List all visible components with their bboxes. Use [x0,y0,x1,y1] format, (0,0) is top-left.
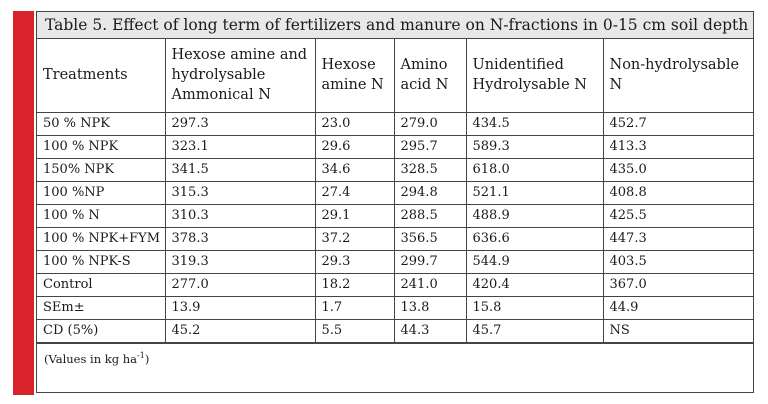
value-cell: 297.3 [164,111,316,136]
value-cell: 277.0 [164,272,316,297]
value-cell: 403.5 [602,249,753,274]
value-cell: 29.6 [314,134,395,159]
value-cell: 420.4 [465,272,604,297]
value-cell: 44.9 [602,295,753,320]
value-cell: 13.9 [164,295,316,320]
header-row: Treatments Hexose amine and hydrolysable… [37,39,753,113]
value-cell: 356.5 [393,226,467,251]
value-cell: 521.1 [465,180,604,205]
value-cell: 288.5 [393,203,467,228]
treatment-cell: 100 % NPK [37,134,166,159]
value-cell: 15.8 [465,295,604,320]
value-cell: 319.3 [164,249,316,274]
value-cell: 241.0 [393,272,467,297]
table-row: Control 277.0 18.2 241.0 420.4 367.0 [37,272,753,297]
value-cell: 367.0 [602,272,753,297]
data-table: Treatments Hexose amine and hydrolysable… [37,39,753,343]
column-header: Unidentified Hydrolysable N [465,39,604,113]
value-cell: 37.2 [314,226,395,251]
accent-bar [13,11,34,395]
treatment-cell: 150% NPK [37,157,166,182]
treatment-cell: 100 % NPK+FYM [37,226,166,251]
table-row: 100 % NPK 323.1 29.6 295.7 589.3 413.3 [37,134,753,159]
table-row: 100 % NPK+FYM 378.3 37.2 356.5 636.6 447.3 [37,226,753,251]
table-frame: Table 5. Effect of long term of fertiliz… [36,11,754,393]
value-cell: 310.3 [164,203,316,228]
treatment-cell: 100 % N [37,203,166,228]
table-row: 50 % NPK 297.3 23.0 279.0 434.5 452.7 [37,111,753,136]
value-cell: NS [602,318,753,343]
value-cell: 45.2 [164,318,316,343]
table-row: CD (5%) 45.2 5.5 44.3 45.7 NS [37,318,753,343]
value-cell: 279.0 [393,111,467,136]
units-note: (Values in kg ha-1) [37,342,753,368]
value-cell: 1.7 [314,295,395,320]
value-cell: 29.3 [314,249,395,274]
value-cell: 27.4 [314,180,395,205]
value-cell: 299.7 [393,249,467,274]
treatment-cell: CD (5%) [37,318,166,343]
note-superscript: -1 [137,350,145,360]
value-cell: 435.0 [602,157,753,182]
value-cell: 425.5 [602,203,753,228]
treatment-cell: 50 % NPK [37,111,166,136]
value-cell: 618.0 [465,157,604,182]
table-row: 100 % N 310.3 29.1 288.5 488.9 425.5 [37,203,753,228]
table-row: SEm± 13.9 1.7 13.8 15.8 44.9 [37,295,753,320]
table-title: Table 5. Effect of long term of fertiliz… [37,12,753,39]
value-cell: 447.3 [602,226,753,251]
value-cell: 44.3 [393,318,467,343]
value-cell: 452.7 [602,111,753,136]
table-row: 150% NPK 341.5 34.6 328.5 618.0 435.0 [37,157,753,182]
column-header: Treatments [37,39,166,113]
treatment-cell: 100 %NP [37,180,166,205]
column-header: Hexose amine N [314,39,395,113]
column-header: Amino acid N [393,39,467,113]
value-cell: 5.5 [314,318,395,343]
value-cell: 295.7 [393,134,467,159]
value-cell: 18.2 [314,272,395,297]
treatment-cell: SEm± [37,295,166,320]
value-cell: 13.8 [393,295,467,320]
column-header: Hexose amine and hydrolysable Ammonical … [164,39,316,113]
value-cell: 589.3 [465,134,604,159]
note-text: (Values in kg ha [44,351,138,366]
value-cell: 378.3 [164,226,316,251]
value-cell: 34.6 [314,157,395,182]
value-cell: 29.1 [314,203,395,228]
table-row: 100 % NPK-S 319.3 29.3 299.7 544.9 403.5 [37,249,753,274]
value-cell: 434.5 [465,111,604,136]
value-cell: 636.6 [465,226,604,251]
value-cell: 341.5 [164,157,316,182]
treatment-cell: Control [37,272,166,297]
value-cell: 294.8 [393,180,467,205]
treatment-cell: 100 % NPK-S [37,249,166,274]
value-cell: 328.5 [393,157,467,182]
value-cell: 323.1 [164,134,316,159]
note-close: ) [144,351,150,366]
column-header: Non-hydrolysable N [602,39,753,113]
value-cell: 315.3 [164,180,316,205]
value-cell: 544.9 [465,249,604,274]
value-cell: 408.8 [602,180,753,205]
table-row: 100 %NP 315.3 27.4 294.8 521.1 408.8 [37,180,753,205]
value-cell: 488.9 [465,203,604,228]
value-cell: 45.7 [465,318,604,343]
value-cell: 23.0 [314,111,395,136]
value-cell: 413.3 [602,134,753,159]
